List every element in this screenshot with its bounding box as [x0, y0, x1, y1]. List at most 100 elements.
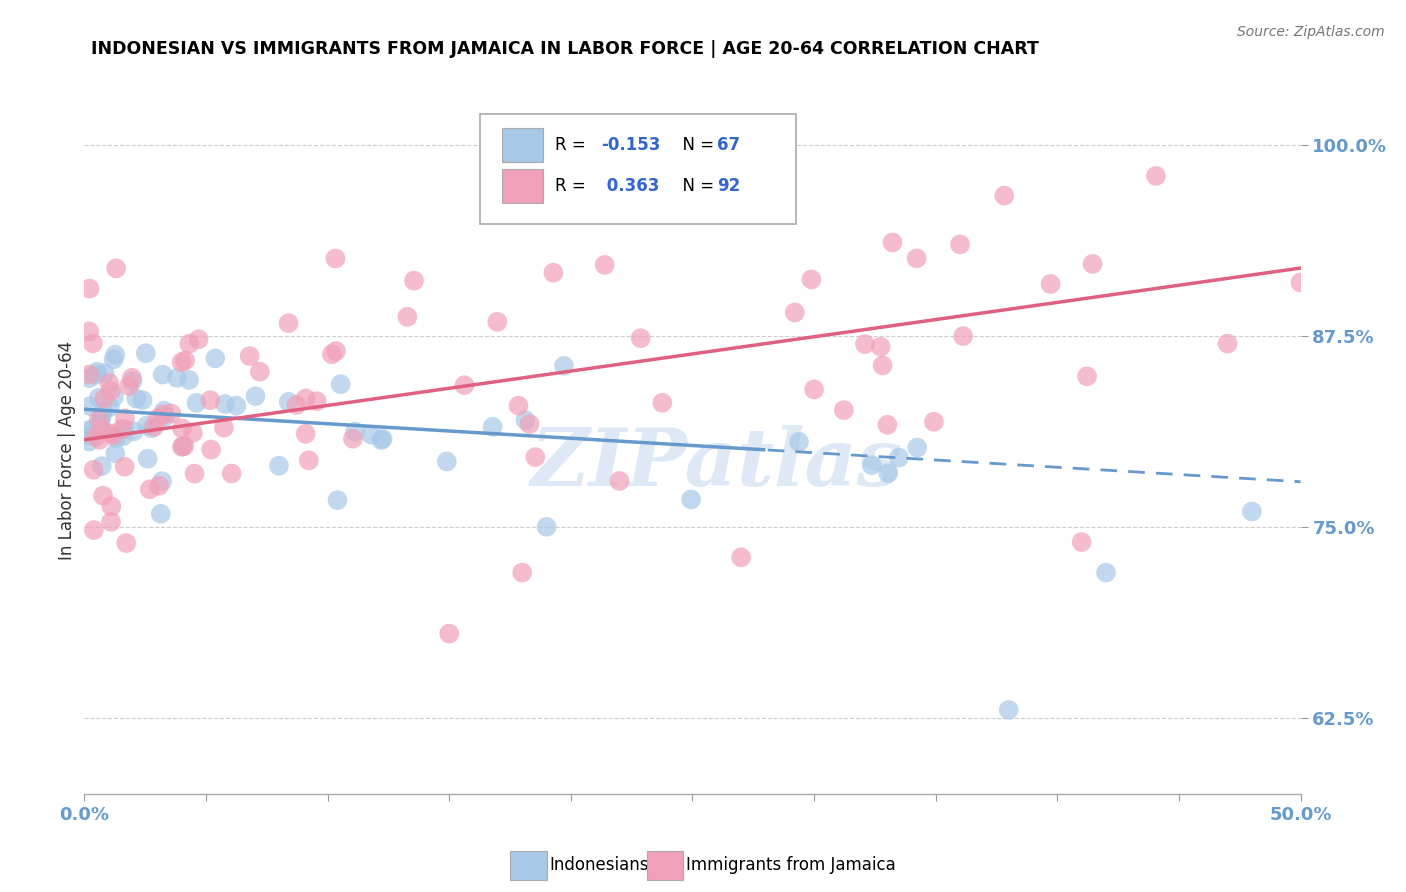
- Point: [90, 423, 112, 437]
- Point: [1081, 257, 1104, 271]
- FancyBboxPatch shape: [502, 169, 543, 202]
- Point: [98, 376, 121, 390]
- Point: [170, 421, 193, 435]
- Point: [730, 550, 752, 565]
- Point: [89, 415, 111, 429]
- Point: [90, 410, 112, 425]
- Point: [800, 272, 823, 286]
- Point: [146, 411, 169, 425]
- Point: [103, 352, 125, 367]
- Point: [121, 374, 143, 388]
- Point: [104, 446, 127, 460]
- Point: [225, 399, 247, 413]
- Point: [905, 252, 928, 266]
- Point: [150, 474, 173, 488]
- Point: [294, 392, 316, 406]
- Point: [869, 340, 891, 354]
- Text: Source: ZipAtlas.com: Source: ZipAtlas.com: [1237, 25, 1385, 39]
- Point: [212, 420, 235, 434]
- Point: [651, 396, 673, 410]
- Point: [439, 626, 461, 640]
- Point: [148, 479, 170, 493]
- Point: [1144, 169, 1167, 183]
- Point: [481, 420, 503, 434]
- Point: [436, 454, 458, 468]
- Point: [172, 439, 194, 453]
- Point: [997, 703, 1019, 717]
- Point: [179, 373, 201, 387]
- Point: [103, 390, 125, 404]
- Point: [82, 423, 104, 437]
- Point: [277, 316, 299, 330]
- Point: [922, 415, 945, 429]
- Point: [360, 427, 382, 442]
- Text: 92: 92: [717, 177, 740, 195]
- Point: [136, 451, 159, 466]
- Point: [1240, 504, 1263, 518]
- Point: [131, 393, 153, 408]
- Point: [1289, 276, 1312, 290]
- Point: [160, 406, 183, 420]
- Text: N =: N =: [672, 177, 718, 195]
- Point: [876, 417, 898, 432]
- Point: [510, 566, 533, 580]
- Point: [112, 422, 135, 436]
- Point: [887, 450, 910, 465]
- Point: [371, 432, 394, 446]
- Point: [1039, 277, 1062, 291]
- Text: 0.363: 0.363: [602, 177, 659, 195]
- Point: [630, 331, 652, 345]
- Point: [118, 379, 141, 393]
- Point: [91, 489, 114, 503]
- Text: Immigrants from Jamaica: Immigrants from Jamaica: [686, 856, 896, 874]
- FancyBboxPatch shape: [502, 128, 543, 161]
- Point: [285, 398, 308, 412]
- Text: R =: R =: [555, 177, 591, 195]
- Point: [93, 366, 115, 380]
- Point: [486, 315, 509, 329]
- Point: [536, 520, 558, 534]
- Point: [277, 395, 299, 409]
- Text: R =: R =: [555, 136, 591, 153]
- Point: [593, 258, 616, 272]
- Point: [77, 325, 100, 339]
- Point: [186, 396, 208, 410]
- Point: [139, 483, 162, 497]
- FancyBboxPatch shape: [479, 114, 796, 224]
- Point: [100, 426, 122, 441]
- Point: [949, 237, 972, 252]
- Point: [305, 394, 328, 409]
- Point: [84, 368, 107, 382]
- Point: [100, 500, 122, 514]
- Point: [183, 467, 205, 481]
- Point: [952, 329, 974, 343]
- Point: [87, 417, 110, 432]
- Point: [877, 467, 900, 481]
- Point: [853, 337, 876, 351]
- Point: [787, 434, 810, 449]
- Point: [204, 351, 226, 366]
- Point: [82, 336, 104, 351]
- Point: [245, 389, 267, 403]
- Point: [681, 492, 703, 507]
- Y-axis label: In Labor Force | Age 20-64: In Labor Force | Age 20-64: [58, 341, 76, 560]
- Text: INDONESIAN VS IMMIGRANTS FROM JAMAICA IN LABOR FORCE | AGE 20-64 CORRELATION CHA: INDONESIAN VS IMMIGRANTS FROM JAMAICA IN…: [91, 40, 1039, 58]
- Point: [832, 403, 855, 417]
- Point: [77, 434, 100, 449]
- Point: [87, 391, 110, 405]
- Point: [239, 349, 262, 363]
- Point: [79, 282, 101, 296]
- Text: N =: N =: [672, 136, 718, 153]
- Point: [125, 392, 148, 406]
- Point: [152, 368, 174, 382]
- Point: [143, 419, 166, 434]
- Point: [77, 368, 100, 382]
- Point: [326, 493, 349, 508]
- Point: [267, 458, 290, 473]
- Point: [114, 459, 136, 474]
- Point: [93, 392, 115, 406]
- Point: [152, 408, 174, 422]
- Point: [214, 397, 236, 411]
- Point: [342, 432, 364, 446]
- Point: [882, 235, 904, 250]
